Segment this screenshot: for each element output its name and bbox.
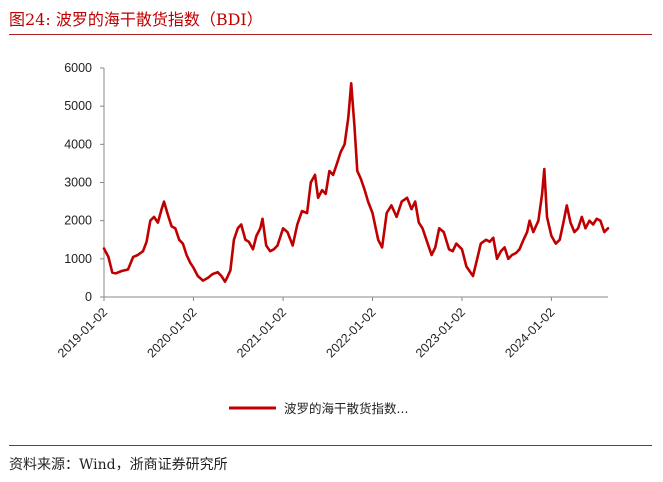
- title-divider: [9, 34, 652, 35]
- y-tick-label: 4000: [64, 137, 92, 151]
- source-divider: [9, 445, 652, 446]
- legend-label: 波罗的海干散货指数...: [284, 401, 408, 416]
- y-tick-label: 3000: [64, 176, 92, 190]
- bdi-series-line: [102, 81, 610, 283]
- x-tick-label: 2021-01-02: [234, 305, 289, 360]
- y-tick-label: 1000: [64, 252, 92, 266]
- y-tick-label: 2000: [64, 214, 92, 228]
- bdi-line-chart: 0 1000 2000 3000 4000 5000 6000 2019-01-02 2020-…: [55, 61, 610, 416]
- x-tick-label: 2022-01-02: [324, 305, 379, 360]
- figure-title: 图24: 波罗的海干散货指数（BDI）: [9, 10, 263, 29]
- x-tick-label: 2019-01-02: [55, 305, 110, 360]
- x-tick-label: 2023-01-02: [413, 305, 468, 360]
- y-tick-label: 6000: [64, 61, 92, 75]
- source-note: 资料来源：Wind，浙商证券研究所: [9, 457, 228, 473]
- x-tick-label: 2024-01-02: [502, 305, 557, 360]
- y-tick-label: 0: [85, 290, 92, 304]
- x-tick-label: 2020-01-02: [144, 305, 199, 360]
- y-tick-label: 5000: [64, 99, 92, 113]
